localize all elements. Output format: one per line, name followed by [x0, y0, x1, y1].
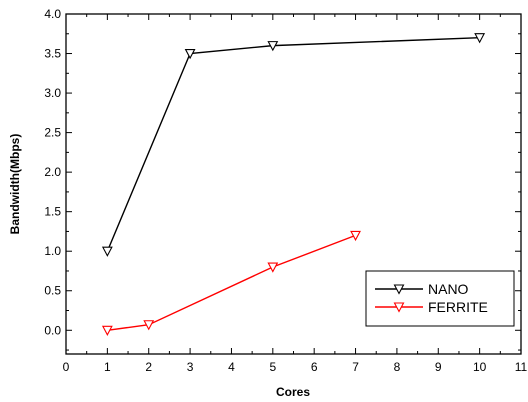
x-axis-title: Cores [276, 385, 310, 399]
legend-box [365, 270, 515, 327]
data-point-ferrite [267, 262, 279, 273]
x-tick-label: 9 [435, 360, 442, 374]
legend-label-ferrite: FERRITE [428, 299, 488, 315]
data-point-nano [101, 246, 113, 257]
data-point-ferrite [143, 320, 155, 331]
x-tick-label: 4 [228, 360, 235, 374]
y-tick-label: 3.5 [44, 47, 61, 61]
y-axis-ticks: 0.0 0.5 1.0 1.5 2.0 2.5 3.0 3.5 4.0 [44, 7, 521, 351]
series-layer [101, 33, 486, 336]
x-tick-label: 5 [269, 360, 276, 374]
x-tick-label: 11 [515, 360, 528, 374]
series-line-ferrite [107, 234, 356, 331]
x-axis-ticks: 0 1 2 3 4 5 6 7 8 9 10 11 [63, 14, 528, 374]
y-tick-label: 0.5 [44, 284, 61, 298]
x-tick-label: 1 [104, 360, 111, 374]
y-tick-label: 2.0 [44, 165, 61, 179]
y-tick-label: 0.0 [44, 323, 61, 337]
data-point-nano [184, 48, 196, 60]
x-tick-label: 7 [352, 360, 359, 374]
x-tick-label: 2 [145, 360, 152, 374]
legend-marker-nano [393, 284, 405, 295]
x-tick-label: 8 [394, 360, 401, 374]
data-point-nano [474, 33, 486, 44]
x-tick-label: 10 [473, 360, 487, 374]
y-axis-title: Bandwidth(Mbps) [8, 134, 22, 235]
legend-marker-ferrite [393, 302, 405, 313]
series-line-nano [106, 37, 480, 252]
x-tick-label: 6 [311, 360, 318, 374]
y-tick-label: 4.0 [44, 7, 61, 21]
y-tick-label: 1.0 [44, 244, 61, 258]
data-point-nano [267, 41, 279, 52]
x-tick-label: 0 [63, 360, 70, 374]
y-tick-label: 3.0 [44, 86, 61, 100]
legend-label-nano: NANO [428, 281, 469, 297]
legend: NANO FERRITE [365, 270, 515, 327]
data-point-ferrite [101, 325, 113, 336]
x-tick-label: 3 [187, 360, 194, 374]
data-point-ferrite [350, 230, 361, 242]
y-tick-label: 2.5 [44, 126, 61, 140]
y-tick-label: 1.5 [44, 205, 61, 219]
